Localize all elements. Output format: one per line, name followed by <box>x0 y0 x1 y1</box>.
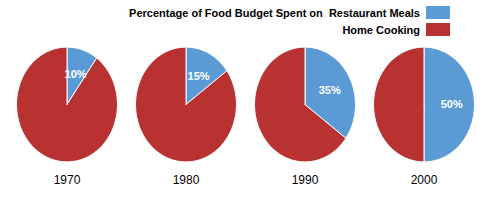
svg-text:15%: 15% <box>188 70 210 82</box>
svg-text:1990: 1990 <box>292 173 319 187</box>
svg-text:50%: 50% <box>441 98 463 110</box>
svg-text:35%: 35% <box>319 84 341 96</box>
svg-text:1970: 1970 <box>54 173 81 187</box>
svg-text:1980: 1980 <box>173 173 200 187</box>
svg-text:2000: 2000 <box>411 173 438 187</box>
svg-text:10%: 10% <box>65 68 87 80</box>
html-text:Percentage of Food Budget Spen: Percentage of Food Budget Spent on Resta… <box>129 6 420 19</box>
html-text:Home Cooking: Home Cooking <box>342 23 420 36</box>
